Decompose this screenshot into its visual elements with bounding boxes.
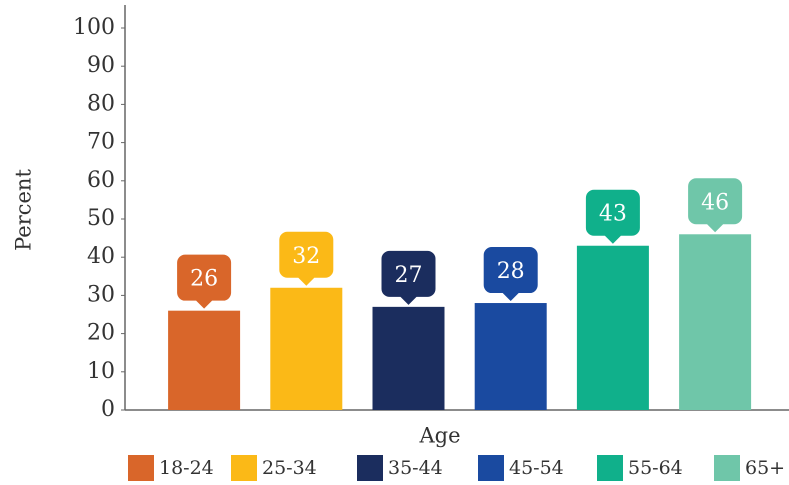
legend-swatch (478, 455, 504, 481)
legend-swatch (357, 455, 383, 481)
y-tick-label: 0 (101, 397, 115, 422)
legend-label: 18-24 (159, 457, 214, 479)
legend-swatch (714, 455, 740, 481)
callout (177, 254, 232, 309)
y-tick-label: 40 (87, 244, 115, 269)
legend-label: 35-44 (388, 457, 443, 479)
legend-label: 45-54 (509, 457, 564, 479)
bar (372, 306, 445, 410)
callout (688, 178, 743, 233)
y-tick-label: 100 (73, 15, 115, 40)
y-tick-label: 60 (87, 168, 115, 193)
y-tick-label: 80 (87, 91, 115, 116)
legend-swatch (597, 455, 623, 481)
bar (168, 310, 241, 410)
legend-swatch (128, 455, 154, 481)
data-label: 27 (395, 263, 423, 288)
bar (474, 303, 547, 410)
legend-swatch (231, 455, 257, 481)
data-label: 46 (701, 190, 729, 215)
legend-label: 25-34 (262, 457, 317, 479)
bar (679, 234, 752, 410)
y-tick-label: 30 (87, 282, 115, 307)
y-axis-label: Percent (12, 169, 36, 251)
callout (585, 189, 640, 244)
legend-label: 65+ (745, 457, 785, 479)
callout (483, 247, 538, 302)
legend-label: 55-64 (628, 457, 683, 479)
callout (381, 250, 436, 305)
data-label: 43 (599, 202, 627, 227)
data-label: 26 (190, 267, 218, 292)
data-label: 32 (292, 244, 320, 269)
y-tick-label: 70 (87, 130, 115, 155)
y-tick-label: 50 (87, 206, 115, 231)
y-tick-label: 20 (87, 321, 115, 346)
y-tick-label: 10 (87, 359, 115, 384)
bar (270, 287, 343, 410)
x-axis-label: Age (418, 424, 460, 448)
bar (576, 245, 649, 410)
callout (279, 231, 334, 286)
data-label: 28 (497, 259, 525, 284)
y-tick-label: 90 (87, 53, 115, 78)
